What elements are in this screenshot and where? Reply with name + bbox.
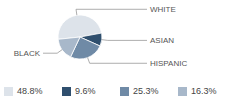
svg-text:ASIAN: ASIAN bbox=[150, 36, 174, 45]
html-text:25.3%: 25.3% bbox=[133, 86, 159, 96]
svg-text:HISPANIC: HISPANIC bbox=[150, 59, 187, 68]
html-text:9.6%: 9.6% bbox=[75, 86, 96, 96]
html-text:16.3%: 16.3% bbox=[191, 86, 217, 96]
svg-text:WHITE: WHITE bbox=[150, 5, 176, 14]
html-text:48.8%: 48.8% bbox=[17, 86, 43, 96]
svg-text:BLACK: BLACK bbox=[14, 49, 41, 58]
